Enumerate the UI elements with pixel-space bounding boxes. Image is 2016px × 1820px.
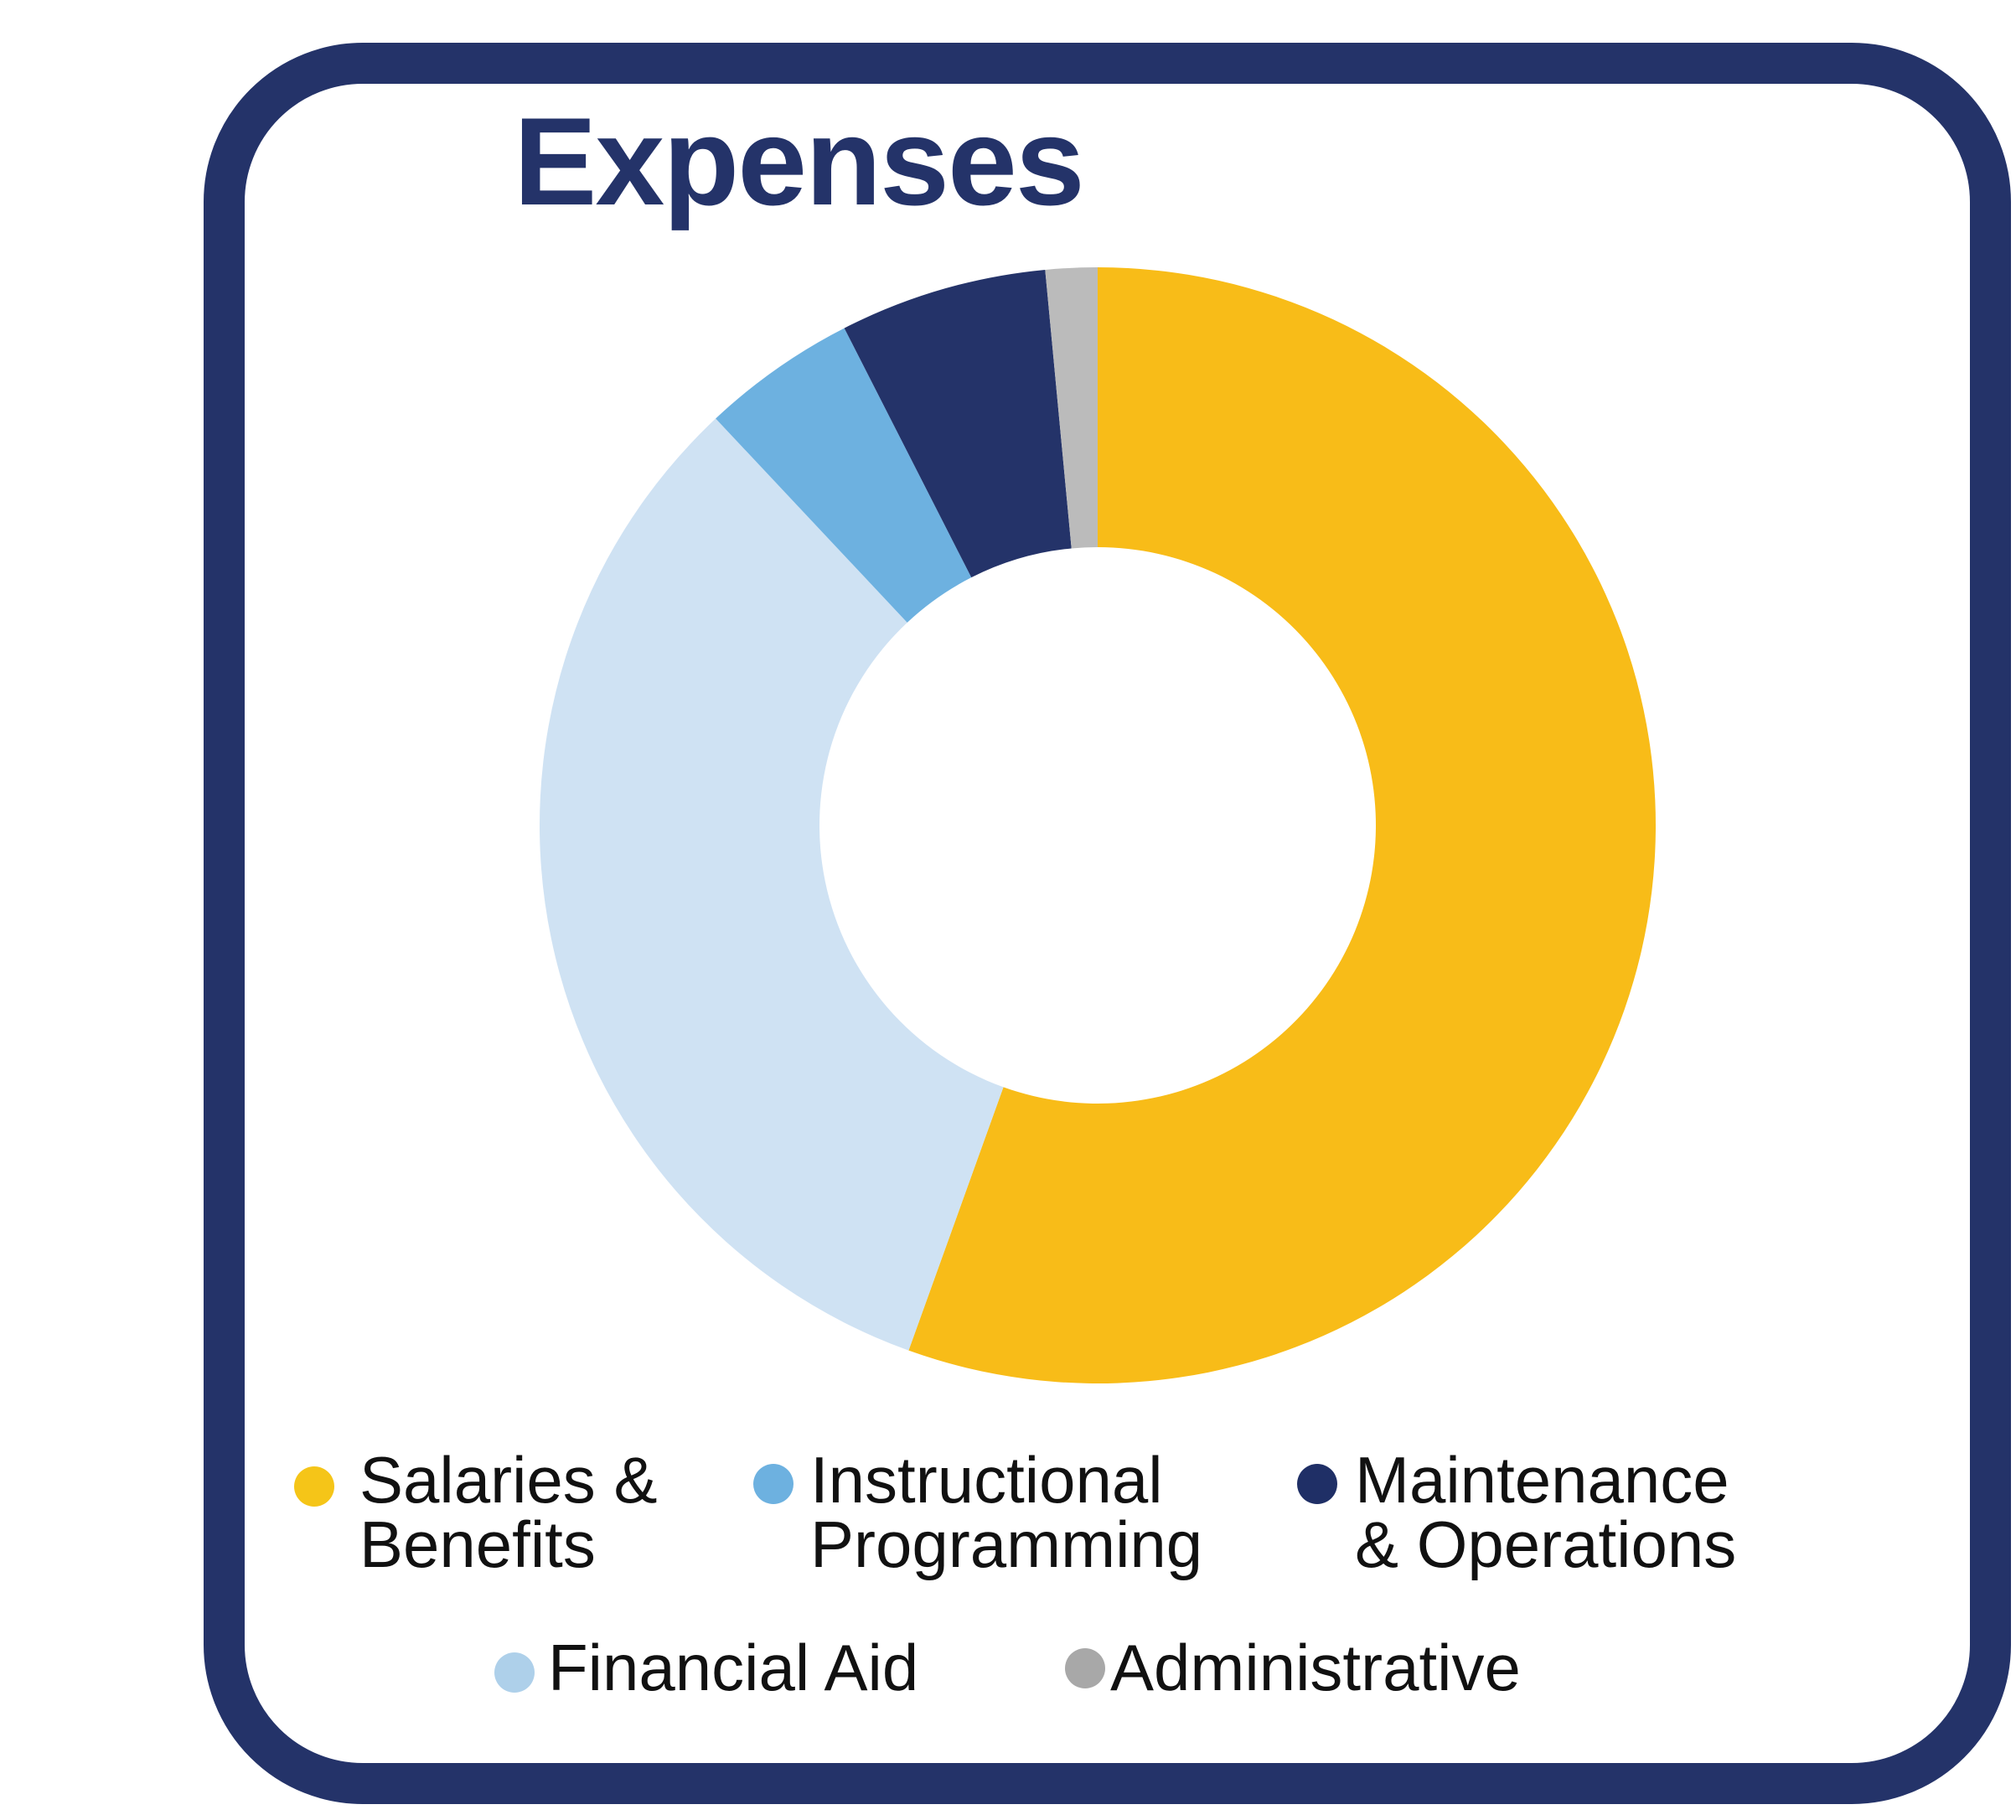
donut-slice-administrative (1045, 267, 1098, 549)
legend-swatch-instructional (753, 1464, 793, 1504)
legend-swatch-administrative (1065, 1648, 1105, 1688)
donut-slice-financial-aid (539, 418, 1004, 1351)
donut-slice-maintenance (844, 269, 1072, 578)
legend-label-instructional: Instructional Programming (810, 1443, 1203, 1581)
donut-slice-instructional (716, 328, 972, 623)
chart-title: Expenses (514, 91, 1085, 231)
legend-label-salaries: Salaries & Benefits (359, 1443, 658, 1581)
legend-label-financial-aid: Financial Aid (548, 1631, 919, 1704)
legend-label-administrative: Administrative (1110, 1631, 1521, 1704)
legend-swatch-salaries (294, 1466, 334, 1507)
donut-slice-salaries (908, 267, 1656, 1383)
legend-label-maintenance: Maintenance & Operations (1355, 1443, 1737, 1581)
legend-swatch-maintenance (1297, 1464, 1337, 1504)
legend-swatch-financial-aid (494, 1652, 535, 1693)
